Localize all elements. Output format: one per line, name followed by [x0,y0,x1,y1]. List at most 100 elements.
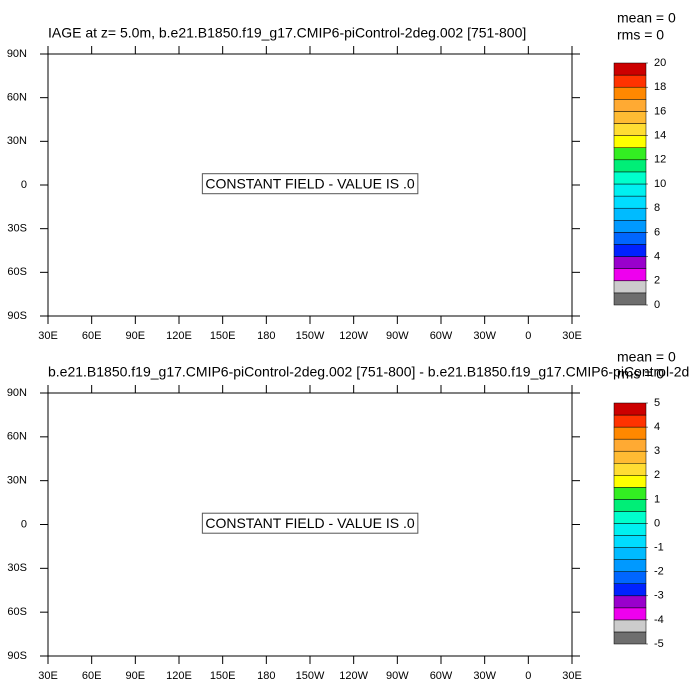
colorbar-box [613,123,647,136]
colorbar-box [613,292,647,306]
stat-label: mean = 0 [617,349,676,365]
x-tick-label: 30W [473,670,496,682]
x-tick-label: 60W [430,670,453,682]
colorbar-box [613,607,647,621]
colorbar-label: 20 [654,57,666,69]
colorbar-box [613,450,647,464]
colorbar-box [613,135,647,148]
panel-title: IAGE at z= 5.0m, b.e21.B1850.f19_g17.CMI… [48,25,526,41]
x-tick-label: 90W [386,670,409,682]
y-tick-label: 30S [7,562,27,574]
colorbar-label: 2 [654,275,660,287]
colorbar-label: 0 [654,517,660,529]
colorbar-label: 1 [654,493,660,505]
colorbar-box [613,280,647,294]
colorbar-box [613,159,647,173]
colorbar-box [613,414,647,428]
colorbar-box [613,147,647,161]
colorbar-box [613,547,647,560]
colorbar-box [613,402,647,416]
colorbar-label: 4 [654,421,660,433]
colorbar-box [613,62,647,76]
y-tick-label: 30S [7,223,27,235]
colorbar-label: 10 [654,178,666,190]
colorbar-label: -1 [654,542,664,554]
y-tick-label: 30N [7,135,27,147]
colorbar-box [613,171,647,185]
colorbar-box [613,426,647,440]
colorbar-box [613,571,647,585]
y-tick-label: 60S [7,266,27,278]
x-tick-label: 90E [126,330,146,342]
x-tick-label: 90E [126,670,146,682]
colorbar-box [613,207,647,221]
colorbar-box [613,511,647,524]
y-tick-label: 90S [7,650,27,662]
colorbar-label: 8 [654,202,660,214]
y-tick-label: 90N [7,48,27,60]
y-tick-label: 60N [7,92,27,104]
colorbar-box [613,463,647,476]
y-tick-label: 90S [7,310,27,322]
colorbar-box [613,631,647,645]
colorbar-label: 0 [654,299,660,311]
annotation-box [201,173,419,195]
colorbar-box [613,183,647,197]
colorbar-label: -2 [654,566,664,578]
colorbar-box [613,232,647,245]
colorbar-label: -4 [654,614,664,626]
colorbar-label: 4 [654,251,660,263]
x-tick-label: 30E [38,330,58,342]
x-tick-label: 30E [562,330,582,342]
stat-label: rms = 0 [617,27,664,43]
y-tick-label: 60S [7,606,27,618]
colorbar-box [613,220,647,233]
x-tick-label: 180 [257,670,275,682]
x-tick-label: 30W [473,330,496,342]
colorbar-box [613,86,647,100]
colorbar-box [613,99,647,112]
colorbar-box [613,487,647,500]
x-tick-label: 90W [386,330,409,342]
x-tick-label: 60E [82,670,102,682]
stat-label: mean = 0 [617,10,676,26]
x-tick-label: 150W [296,330,325,342]
x-tick-label: 30E [562,670,582,682]
panel-title: b.e21.B1850.f19_g17.CMIP6-piControl-2deg… [48,364,689,380]
colorbar-box [613,559,647,572]
colorbar-box [613,74,647,88]
stat-label: rms = 0 [617,366,664,382]
colorbar-box [613,523,647,536]
x-tick-label: 120E [166,330,192,342]
colorbar-label: 12 [654,154,666,166]
y-tick-label: 90N [7,387,27,399]
x-tick-label: 0 [525,330,531,342]
colorbar-box [613,268,647,282]
colorbar-label: -5 [654,638,664,650]
y-tick-label: 30N [7,475,27,487]
x-tick-label: 120E [166,670,192,682]
colorbar-box [613,438,647,452]
x-tick-label: 120W [339,670,368,682]
x-tick-label: 60E [82,330,102,342]
annotation: CONSTANT FIELD - VALUE IS .0 [205,515,414,531]
colorbar-box [613,256,647,269]
colorbar-box [613,535,647,548]
colorbar-box [613,195,647,209]
colorbar-label: 18 [654,81,666,93]
annotation-box [201,512,419,534]
colorbar-box [613,499,647,512]
colorbar-label: 2 [654,469,660,481]
y-tick-label: 0 [21,518,27,530]
colorbar-label: 5 [654,397,660,409]
colorbar-label: 16 [654,105,666,117]
x-tick-label: 180 [257,330,275,342]
annotation: CONSTANT FIELD - VALUE IS .0 [205,176,414,192]
colorbar-box [613,619,647,633]
colorbar-label: 14 [654,130,666,142]
colorbar-label: 6 [654,226,660,238]
colorbar-box [613,595,647,609]
colorbar-label: -3 [654,590,664,602]
